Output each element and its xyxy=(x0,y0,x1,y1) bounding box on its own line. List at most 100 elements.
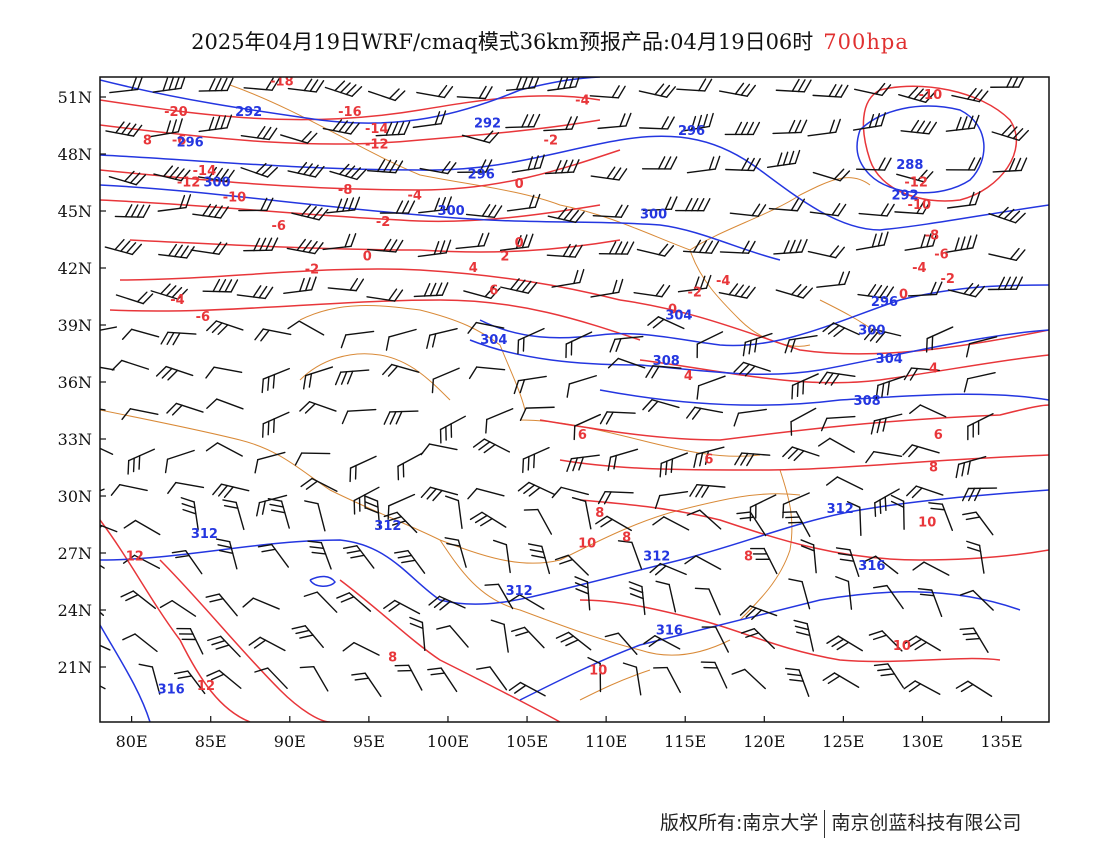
wind-barb xyxy=(367,159,404,174)
wind-barb xyxy=(198,77,234,92)
wind-barb xyxy=(987,276,1023,291)
wind-barb xyxy=(420,443,458,456)
temperature-isoline-label: -8 xyxy=(925,229,939,244)
wind-barb xyxy=(835,576,853,610)
wind-barb xyxy=(523,508,553,535)
temperature-isoline-label: -2 xyxy=(687,286,701,301)
temperature-isoline-label: -2 xyxy=(305,263,319,278)
wind-barb xyxy=(394,549,426,574)
wind-barb xyxy=(684,555,722,570)
wind-barb xyxy=(353,486,380,515)
wind-barb xyxy=(718,82,756,97)
lat-tick-label: 30N xyxy=(58,487,92,506)
geopotential-isoline-label: 312 xyxy=(643,550,670,565)
wind-barb xyxy=(768,198,806,212)
wind-barb xyxy=(342,641,380,656)
wind-barb xyxy=(206,320,244,336)
temperature-isoline-label: 0 xyxy=(515,177,524,192)
wind-barb xyxy=(812,84,849,98)
geopotential-isolines xyxy=(100,77,1049,722)
wind-barb xyxy=(240,162,278,178)
wind-barb xyxy=(904,635,941,652)
wind-barb xyxy=(366,288,404,302)
lat-tick-label: 42N xyxy=(58,259,92,278)
wind-barb xyxy=(652,516,690,531)
wind-barb xyxy=(793,619,814,652)
wind-barb xyxy=(719,240,756,254)
wind-barb xyxy=(676,78,713,92)
lat-tick-label: 24N xyxy=(58,601,92,620)
footer-separator xyxy=(824,809,826,838)
wind-barb xyxy=(511,626,545,649)
wind-barb xyxy=(865,450,903,464)
temperature-isoline-label: -2 xyxy=(376,215,390,230)
wind-barb xyxy=(734,452,771,467)
geopotential-isoline-label: 296 xyxy=(678,124,705,139)
wind-barb xyxy=(647,316,685,330)
wind-barb xyxy=(469,511,507,528)
temperature-isoline-label: 12 xyxy=(197,679,215,694)
wind-barb xyxy=(110,483,148,496)
wind-barb xyxy=(397,452,424,481)
wind-barb xyxy=(300,477,338,492)
wind-barb xyxy=(694,587,721,616)
wind-barb xyxy=(108,170,147,186)
wind-barb xyxy=(642,399,680,412)
wind-barb xyxy=(782,492,810,519)
wind-barb xyxy=(243,237,279,252)
wind-barb xyxy=(544,159,580,175)
wind-barb xyxy=(468,366,506,380)
lon-tick-label: 125E xyxy=(822,732,864,751)
wind-barb xyxy=(775,284,813,299)
wind-barb xyxy=(992,157,1028,173)
wind-barb xyxy=(341,408,377,425)
wind-barb xyxy=(907,281,943,297)
wind-barb xyxy=(988,247,1026,261)
wind-barb xyxy=(599,411,636,425)
geopotential-isoline-label: 316 xyxy=(158,683,185,698)
wind-barb xyxy=(991,124,1029,141)
wind-barb xyxy=(254,451,286,474)
wind-barb xyxy=(324,80,363,97)
wind-barb xyxy=(565,331,593,359)
wind-barb xyxy=(554,554,589,576)
wind-barb xyxy=(961,487,998,502)
wind-barb xyxy=(736,511,767,537)
wind-barb xyxy=(164,449,195,474)
geopotential-isoline-label: 296 xyxy=(871,295,898,310)
wind-barb xyxy=(693,446,725,468)
wind-barb xyxy=(207,635,241,658)
wind-barb xyxy=(150,283,188,300)
wind-barb xyxy=(100,674,106,690)
temperature-isoline-label: 6 xyxy=(704,453,713,468)
wind-barb xyxy=(114,204,151,218)
wind-barb xyxy=(825,476,864,491)
geopotential-isoline-label: 312 xyxy=(191,527,218,542)
wind-barb xyxy=(868,630,903,652)
wind-barb xyxy=(766,149,801,168)
wind-barb xyxy=(166,402,204,416)
lon-tick-label: 135E xyxy=(980,732,1022,751)
wind-barb xyxy=(198,114,233,133)
wind-barb xyxy=(299,666,329,692)
wind-barb xyxy=(946,191,981,209)
wind-barb xyxy=(262,411,290,438)
geopotential-isoline-label: 316 xyxy=(858,559,885,574)
geopotential-isoline-label: 300 xyxy=(438,204,465,219)
wind-barb xyxy=(522,446,550,474)
wind-barb xyxy=(476,666,508,691)
wind-barb xyxy=(682,239,720,254)
temperature-isoline-label: -4 xyxy=(716,274,730,289)
copyright-text: 版权所有:南京大学 xyxy=(660,812,819,834)
lat-tick-label: 36N xyxy=(58,373,92,392)
wind-barb xyxy=(731,668,766,690)
wind-barb xyxy=(822,322,860,338)
wind-barb xyxy=(818,371,856,386)
wind-barb xyxy=(607,448,639,472)
temperature-isoline-label: -12 xyxy=(904,175,928,190)
wind-barb xyxy=(302,366,334,390)
wind-barb xyxy=(307,540,332,570)
lat-tick-label: 21N xyxy=(58,658,92,677)
wind-barb xyxy=(322,119,360,135)
geopotential-isoline-label: 292 xyxy=(235,105,262,120)
